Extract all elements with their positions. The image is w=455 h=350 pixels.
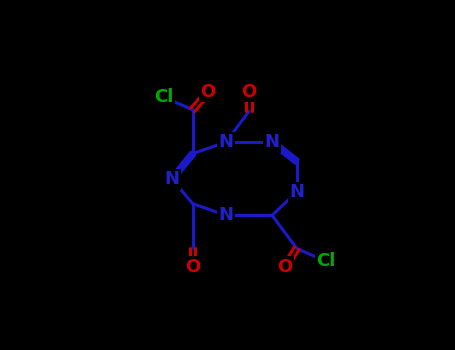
- Text: N: N: [289, 183, 304, 201]
- Text: N: N: [264, 133, 279, 151]
- Text: N: N: [164, 170, 179, 188]
- Text: N: N: [218, 206, 233, 224]
- Text: Cl: Cl: [316, 252, 336, 271]
- Text: O: O: [241, 83, 257, 101]
- Text: O: O: [201, 83, 216, 101]
- Text: Cl: Cl: [155, 89, 174, 106]
- Text: N: N: [218, 133, 233, 151]
- Text: O: O: [278, 258, 293, 276]
- Text: O: O: [185, 258, 200, 276]
